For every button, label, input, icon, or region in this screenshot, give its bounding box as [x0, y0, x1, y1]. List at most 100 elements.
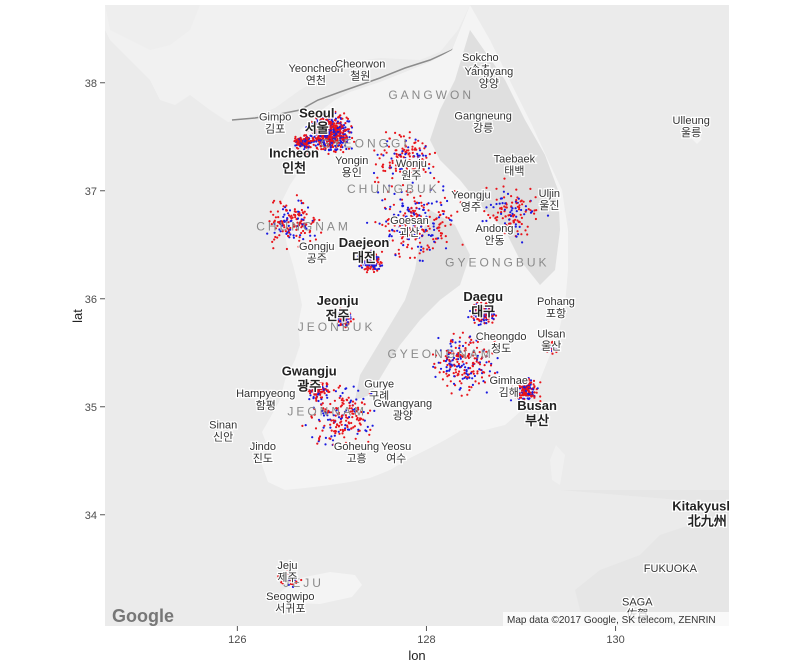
- observation-point: [442, 212, 445, 216]
- observation-point: [370, 265, 373, 268]
- observation-point: [482, 190, 485, 193]
- observation-point: [276, 236, 279, 239]
- observation-point: [384, 207, 387, 210]
- place-label[interactable]: Andong: [474, 222, 514, 237]
- place-label[interactable]: Daejeon: [338, 234, 391, 252]
- place-label[interactable]: Jeju: [276, 559, 299, 574]
- observation-point: [437, 336, 440, 340]
- observation-point: [422, 159, 425, 162]
- place-label[interactable]: Goesan: [389, 214, 430, 229]
- place-label[interactable]: Daegu: [462, 288, 504, 306]
- observation-point: [349, 313, 352, 316]
- basemap-layer[interactable]: GANGWON GYEONGGI CHUNGBUK CHUNGNAM GYEONGBUK…: [105, 5, 742, 626]
- observation-point: [381, 199, 384, 202]
- place-label[interactable]: Gwangju: [281, 362, 338, 380]
- y-tick-label: 36: [85, 294, 97, 306]
- observation-point: [411, 148, 414, 151]
- place-label[interactable]: Seoul: [298, 104, 336, 122]
- observation-point: [442, 370, 445, 374]
- observation-point: [414, 209, 417, 212]
- place-label[interactable]: Gurye: [363, 377, 395, 392]
- place-label[interactable]: Gwangyang: [372, 397, 433, 412]
- place-label[interactable]: Goheung: [333, 440, 381, 455]
- place-label[interactable]: Busan: [516, 397, 558, 415]
- observation-point: [313, 413, 316, 416]
- observation-point: [286, 231, 289, 234]
- observation-point: [333, 399, 336, 402]
- observation-point: [523, 213, 526, 216]
- observation-point: [324, 443, 327, 446]
- place-label[interactable]: Pohang: [536, 295, 576, 310]
- place-label[interactable]: Hampyeong: [235, 387, 297, 402]
- place-label[interactable]: SAGA: [621, 595, 655, 610]
- place-label[interactable]: Jindo: [248, 440, 277, 455]
- observation-point: [353, 140, 356, 143]
- observation-point: [488, 374, 491, 377]
- place-label[interactable]: Sokcho: [461, 51, 500, 66]
- observation-point: [327, 410, 330, 413]
- observation-point: [408, 168, 411, 171]
- place-label[interactable]: Gangneung: [453, 109, 513, 124]
- observation-point: [418, 259, 421, 262]
- observation-point: [339, 307, 342, 310]
- observation-point: [553, 341, 556, 344]
- place-label[interactable]: FUKUOKA: [643, 562, 699, 577]
- observation-point: [407, 149, 410, 152]
- place-label[interactable]: Uljin: [537, 187, 561, 202]
- observation-point: [341, 391, 344, 395]
- observation-point: [447, 351, 451, 354]
- region-labels: GANGWON GYEONGGI CHUNGBUK CHUNGNAM GYEONGBUK…: [256, 88, 546, 590]
- observation-point: [472, 354, 475, 357]
- place-label[interactable]: Gimpo: [258, 110, 293, 125]
- observation-point: [351, 404, 354, 407]
- observation-point: [339, 417, 342, 420]
- observation-point: [420, 161, 423, 164]
- observation-point: [311, 137, 314, 140]
- place-label[interactable]: Wonju: [395, 157, 428, 172]
- observation-point: [296, 143, 299, 146]
- observation-point: [346, 321, 349, 324]
- observation-point: [422, 168, 425, 171]
- observation-point: [293, 223, 296, 226]
- place-label[interactable]: Ulsan: [536, 327, 567, 342]
- place-label[interactable]: Kitakyushu: [671, 497, 742, 515]
- observation-point: [503, 222, 507, 225]
- north-korea-landmass: [105, 5, 470, 122]
- place-label[interactable]: Ulleung: [671, 114, 711, 129]
- observation-point: [476, 301, 479, 304]
- observation-point: [422, 154, 425, 157]
- observation-point: [500, 206, 503, 209]
- observation-point: [325, 385, 328, 388]
- observation-point: [467, 366, 470, 370]
- place-label[interactable]: Yangyang: [463, 65, 514, 80]
- observation-point: [334, 150, 337, 154]
- observation-point: [345, 136, 348, 139]
- place-label[interactable]: Yeongju: [450, 188, 492, 203]
- observation-point: [458, 388, 461, 391]
- place-label[interactable]: Incheon: [268, 144, 320, 162]
- place-label[interactable]: Jeonju: [315, 292, 359, 310]
- observation-point: [433, 362, 436, 365]
- observation-point: [291, 216, 294, 219]
- observation-point: [323, 392, 326, 395]
- observation-point: [311, 436, 314, 439]
- place-label[interactable]: Sinan: [208, 418, 239, 433]
- observation-point: [346, 138, 349, 141]
- place-label[interactable]: Taebaek: [492, 152, 537, 167]
- place-label[interactable]: Yeosu: [380, 440, 413, 455]
- place-label[interactable]: Yongin: [334, 154, 370, 169]
- place-label[interactable]: Yeoncheon: [287, 62, 344, 77]
- place-label[interactable]: Gimhae: [488, 374, 529, 389]
- observation-point: [484, 313, 487, 316]
- observation-point: [326, 414, 329, 417]
- observation-point: [493, 372, 497, 375]
- place-label[interactable]: Cheongdo: [475, 330, 528, 345]
- observation-point: [312, 378, 315, 382]
- observation-point: [272, 247, 275, 250]
- place-label[interactable]: Seogwipo: [265, 590, 316, 605]
- observation-point: [397, 252, 401, 255]
- place-label[interactable]: Cheorwon: [334, 57, 387, 72]
- observation-point: [492, 214, 495, 217]
- observation-point: [491, 352, 494, 355]
- place-label[interactable]: Gongju: [298, 240, 336, 255]
